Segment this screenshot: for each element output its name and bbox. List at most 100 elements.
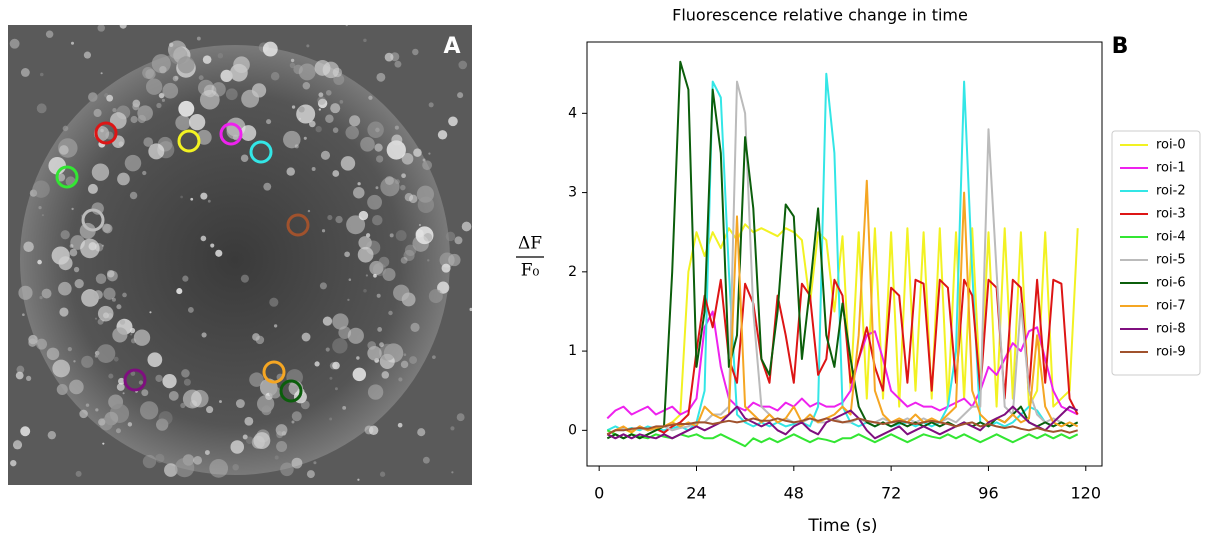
texture-speck bbox=[428, 152, 431, 155]
texture-speck bbox=[100, 72, 103, 75]
texture-speck bbox=[116, 383, 125, 391]
texture-speck bbox=[417, 428, 426, 437]
texture-speck bbox=[172, 75, 179, 82]
plot-frame bbox=[586, 41, 1103, 467]
texture-speck bbox=[413, 148, 422, 157]
texture-speck bbox=[156, 418, 169, 431]
texture-speck bbox=[141, 389, 149, 397]
texture-speck bbox=[14, 439, 21, 447]
texture-speck bbox=[268, 386, 282, 399]
texture-speck bbox=[189, 400, 198, 408]
texture-speck bbox=[389, 233, 394, 238]
texture-speck bbox=[118, 377, 125, 385]
texture-speck bbox=[448, 116, 458, 127]
texture-speck bbox=[422, 456, 430, 464]
texture-speck bbox=[418, 223, 421, 227]
texture-speck bbox=[217, 52, 224, 59]
texture-speck bbox=[454, 236, 463, 245]
texture-speck bbox=[251, 83, 267, 98]
texture-speck bbox=[109, 112, 127, 129]
texture-speck bbox=[181, 369, 190, 378]
texture-speck bbox=[456, 413, 465, 422]
texture-speck bbox=[105, 131, 114, 140]
texture-speck bbox=[196, 129, 212, 145]
texture-speck bbox=[196, 36, 201, 41]
texture-speck bbox=[219, 400, 222, 404]
texture-speck bbox=[349, 115, 361, 127]
texture-speck bbox=[244, 416, 254, 426]
roi-marker bbox=[177, 129, 201, 153]
texture-speck bbox=[441, 263, 451, 273]
texture-speck bbox=[409, 356, 418, 364]
texture-speck bbox=[139, 401, 159, 420]
texture-speck bbox=[289, 62, 296, 69]
texture-speck bbox=[461, 221, 472, 232]
x-tick-label: 72 bbox=[881, 484, 901, 503]
texture-speck bbox=[156, 102, 162, 109]
texture-speck bbox=[306, 470, 315, 479]
texture-speck bbox=[325, 347, 330, 352]
texture-speck bbox=[252, 333, 260, 341]
texture-speck bbox=[176, 288, 183, 295]
roi-marker bbox=[249, 140, 273, 164]
texture-speck bbox=[373, 273, 377, 278]
texture-speck bbox=[178, 100, 195, 117]
texture-speck bbox=[201, 332, 207, 338]
texture-speck bbox=[130, 333, 133, 336]
texture-speck bbox=[81, 355, 94, 368]
texture-speck bbox=[400, 184, 406, 191]
texture-speck bbox=[209, 459, 229, 478]
texture-speck bbox=[315, 125, 322, 133]
texture-speck bbox=[164, 463, 178, 477]
texture-speck bbox=[372, 214, 383, 226]
series-line bbox=[606, 223, 1079, 436]
texture-speck bbox=[276, 440, 288, 452]
y-axis-label-denominator: F₀ bbox=[521, 261, 540, 281]
texture-speck bbox=[39, 295, 43, 300]
texture-speck bbox=[375, 186, 379, 190]
texture-speck bbox=[422, 158, 426, 162]
texture-speck bbox=[340, 156, 356, 171]
texture-speck bbox=[334, 387, 338, 391]
texture-speck bbox=[332, 338, 348, 354]
texture-speck bbox=[29, 189, 38, 197]
texture-speck bbox=[102, 442, 105, 445]
texture-speck bbox=[329, 376, 333, 380]
texture-speck bbox=[46, 347, 60, 361]
texture-speck bbox=[291, 105, 296, 109]
texture-speck bbox=[363, 38, 367, 43]
texture-speck bbox=[240, 125, 257, 141]
texture-speck bbox=[346, 215, 366, 235]
texture-speck bbox=[273, 324, 278, 328]
texture-speck bbox=[73, 266, 80, 273]
texture-speck bbox=[147, 352, 163, 368]
texture-speck bbox=[73, 360, 76, 363]
texture-speck bbox=[206, 406, 214, 414]
texture-speck bbox=[318, 92, 324, 98]
texture-speck bbox=[368, 95, 373, 100]
texture-speck bbox=[329, 417, 333, 421]
texture-speck bbox=[395, 179, 400, 185]
texture-speck bbox=[365, 274, 368, 277]
panel-label: B bbox=[1112, 34, 1129, 59]
texture-speck bbox=[94, 317, 98, 320]
texture-speck bbox=[168, 390, 179, 401]
texture-speck bbox=[322, 316, 333, 326]
texture-speck bbox=[332, 361, 340, 370]
texture-speck bbox=[432, 355, 436, 359]
texture-speck bbox=[379, 342, 384, 348]
texture-speck bbox=[101, 244, 105, 247]
texture-speck bbox=[199, 89, 220, 110]
texture-speck bbox=[108, 373, 114, 379]
texture-speck bbox=[69, 248, 78, 257]
texture-speck bbox=[376, 72, 386, 82]
texture-speck bbox=[190, 197, 194, 201]
y-tick-label: 0 bbox=[568, 422, 577, 438]
texture-speck bbox=[291, 411, 302, 422]
texture-speck bbox=[374, 143, 383, 152]
texture-speck bbox=[119, 25, 127, 29]
texture-speck bbox=[28, 338, 37, 347]
texture-speck bbox=[93, 290, 103, 300]
texture-speck bbox=[215, 249, 223, 257]
texture-speck bbox=[394, 60, 402, 68]
